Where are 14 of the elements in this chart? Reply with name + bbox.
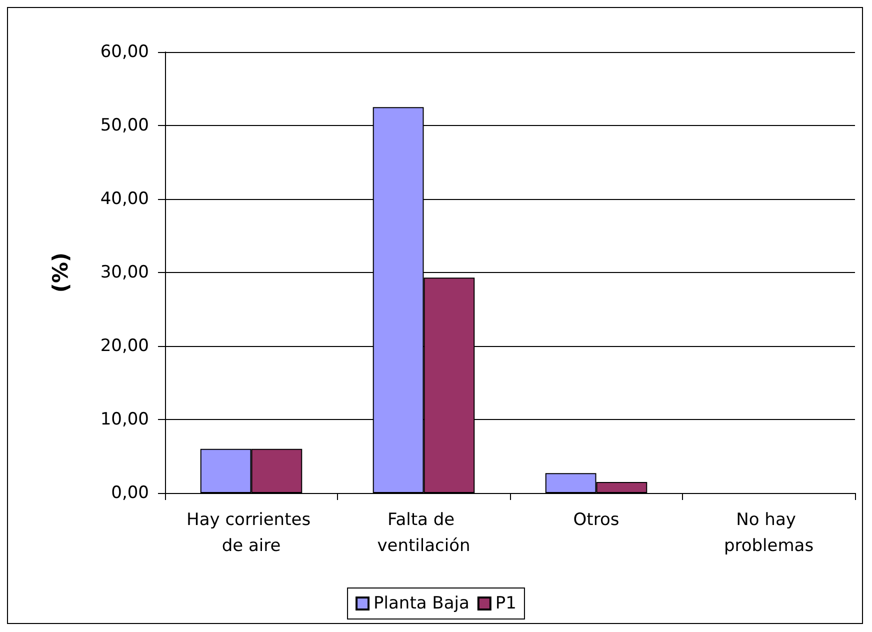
y-tick-label: 40,00 [100, 189, 149, 209]
y-axis-title: (%) [48, 252, 72, 293]
x-tick-label: No hay problemas [724, 510, 814, 556]
y-tick-label: 60,00 [100, 42, 149, 62]
legend-label: P1 [495, 594, 516, 614]
y-tick-label: 10,00 [100, 410, 149, 430]
y-tick-label: 0,00 [111, 483, 149, 503]
y-tick-label: 20,00 [100, 336, 149, 356]
x-tick-label: Hay corrientes de aire [186, 510, 316, 556]
legend-label: Planta Baja [374, 594, 470, 614]
x-tick-label: Falta de ventilación [377, 510, 470, 556]
y-tick-label: 50,00 [100, 116, 149, 136]
x-tick-label: Otros [573, 510, 620, 530]
y-tick-label: 30,00 [100, 262, 149, 282]
